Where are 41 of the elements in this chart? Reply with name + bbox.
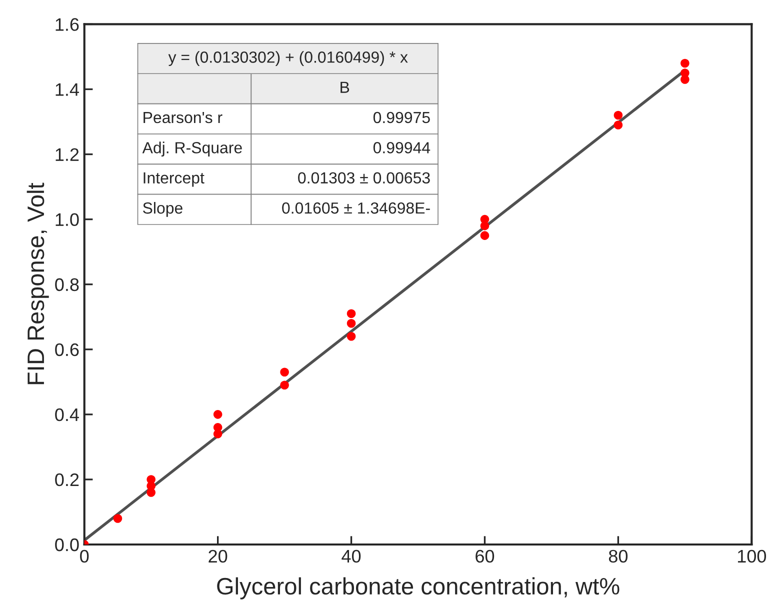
annotation: Adj. R-Square bbox=[142, 142, 242, 157]
annotation: 0.01303 ± 0.00653 bbox=[298, 172, 430, 184]
y-tick-label: 0.4 bbox=[55, 408, 79, 422]
x-tick-label: 80 bbox=[608, 550, 628, 563]
x-axis-title: Glycerol carbonate concentration, wt% bbox=[217, 577, 620, 600]
y-tick-label: 1.2 bbox=[56, 148, 79, 161]
annotation: Slope bbox=[143, 202, 182, 217]
x-tick-label: 100 bbox=[738, 550, 766, 563]
point bbox=[346, 309, 356, 318]
point bbox=[213, 410, 222, 419]
x-tick-label: 60 bbox=[476, 550, 494, 563]
y-tick-label: 0.8 bbox=[55, 278, 79, 292]
point bbox=[213, 430, 222, 438]
annotation: 0.99975 bbox=[373, 112, 430, 124]
point bbox=[680, 75, 690, 84]
annotation: Pearson's r bbox=[144, 112, 222, 124]
point bbox=[480, 231, 490, 240]
y-tick-label: 0.2 bbox=[55, 473, 79, 486]
point bbox=[113, 514, 122, 523]
y-axis-title: FID Response, Volt bbox=[26, 182, 49, 384]
annotation: 0.99944 bbox=[373, 142, 430, 154]
x-tick-label: 40 bbox=[342, 550, 361, 563]
y-tick-label: 1.4 bbox=[56, 83, 79, 96]
x-tick-label: 0 bbox=[80, 550, 89, 563]
y-tick-label: 1.0 bbox=[56, 213, 79, 226]
annotation: Intercept bbox=[144, 172, 204, 187]
point bbox=[280, 380, 289, 390]
point bbox=[146, 488, 156, 497]
point bbox=[614, 110, 623, 120]
point bbox=[346, 318, 356, 328]
point bbox=[614, 120, 623, 130]
point bbox=[280, 368, 289, 377]
annotation: B bbox=[340, 82, 350, 93]
x-tick-label: 20 bbox=[208, 550, 228, 563]
point bbox=[346, 332, 356, 341]
y-tick-label: 0.0 bbox=[55, 538, 79, 552]
y-tick-label: 1.6 bbox=[56, 18, 79, 31]
point bbox=[680, 58, 690, 68]
annotation: 0.01605 ± 1.34698E- bbox=[282, 202, 430, 214]
annotation: y = (0.0130302) + (0.0160499) * x bbox=[168, 51, 408, 66]
y-tick-label: 0.6 bbox=[55, 343, 79, 356]
